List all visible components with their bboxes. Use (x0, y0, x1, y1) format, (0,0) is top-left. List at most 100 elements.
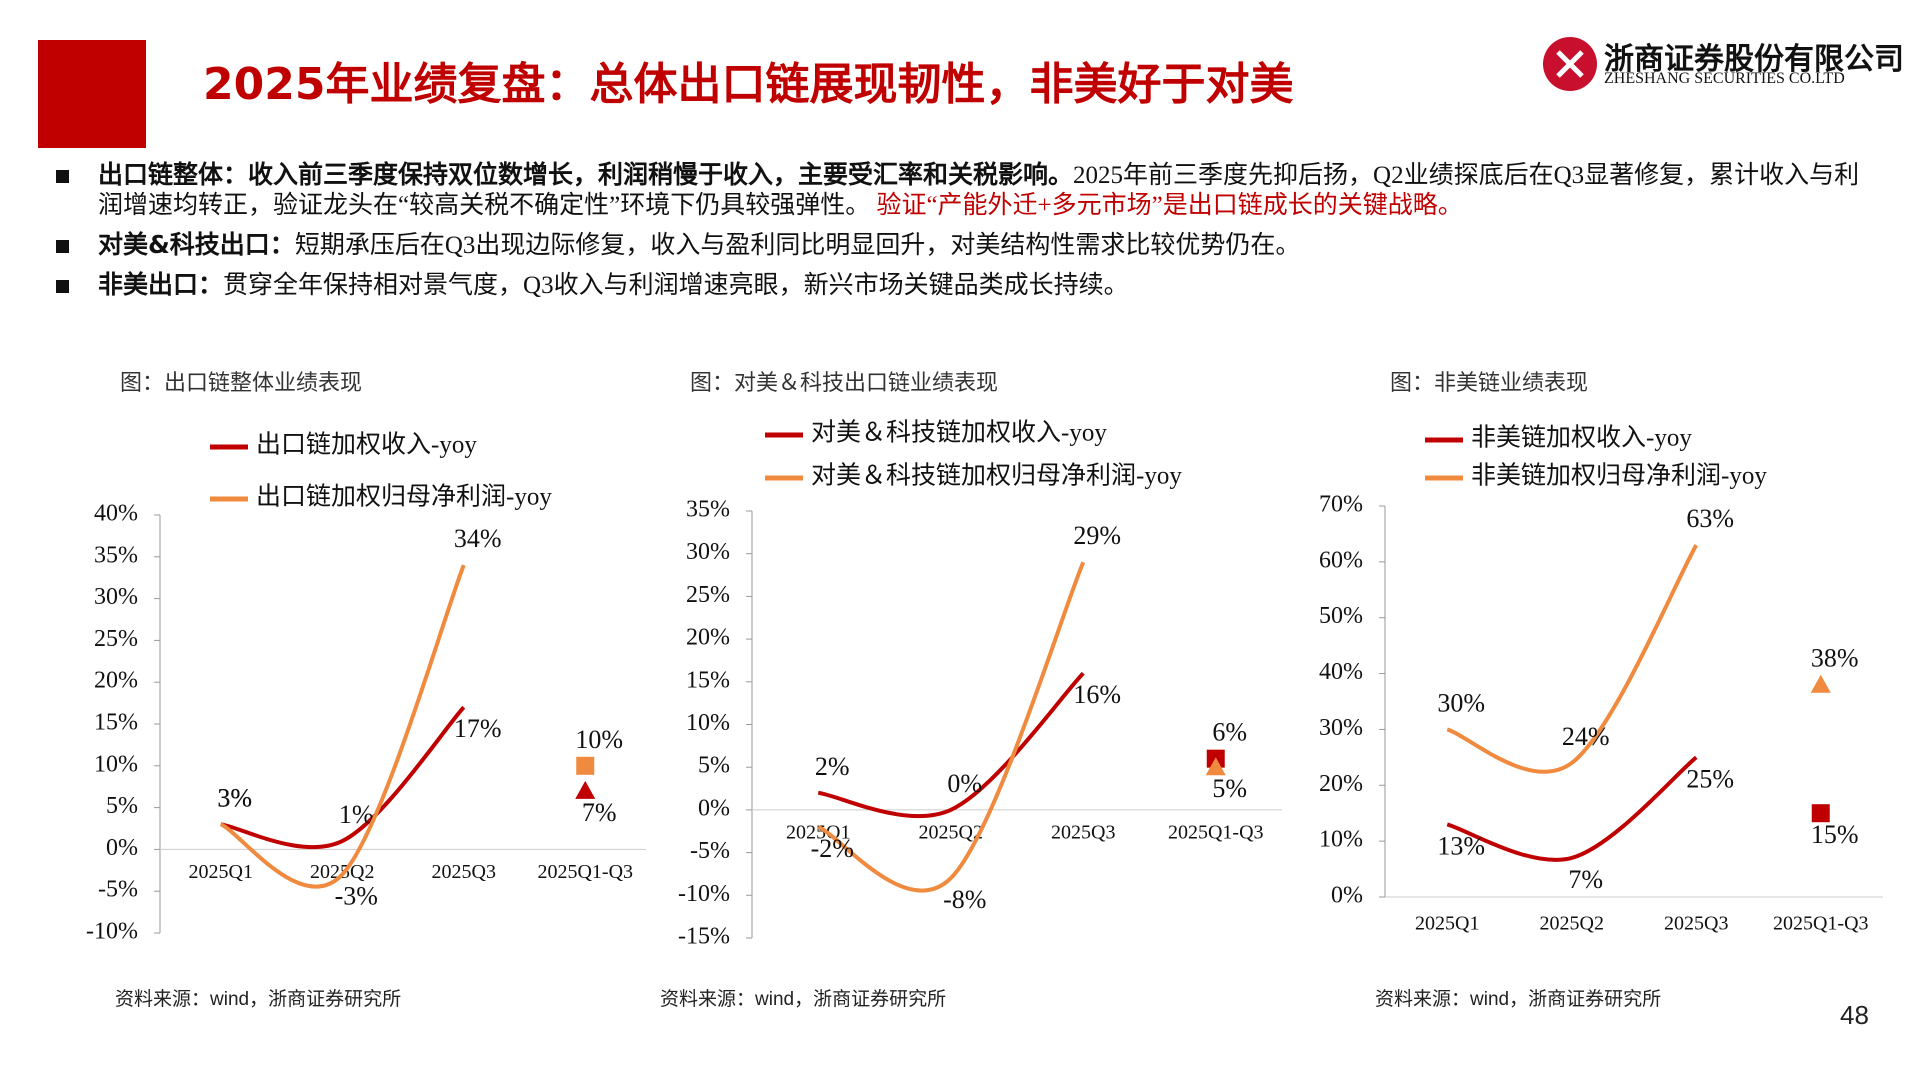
y-tick-label: 25% (686, 582, 730, 608)
y-tick-label: 50% (1319, 603, 1363, 629)
x-tick-label: 2025Q1 (189, 861, 253, 883)
value-label: 15% (1811, 820, 1859, 849)
bullet-lead: 对美&科技出口： (98, 230, 295, 259)
bullet: 出口链整体：收入前三季度保持双位数增长，利润稍慢于收入，主要受汇率和关税影响。2… (52, 160, 1882, 221)
value-label: 63% (1686, 504, 1734, 533)
y-tick-label: 5% (698, 753, 730, 779)
x-tick-label: 2025Q1-Q3 (1773, 913, 1869, 935)
y-tick-label: 15% (686, 667, 730, 693)
bullet-lead: 非美出口： (98, 270, 224, 299)
y-tick-label: 15% (94, 710, 138, 736)
series-line (220, 705, 466, 850)
y-tick-label: -5% (690, 838, 730, 864)
value-label: 3% (217, 783, 252, 812)
series-line (1446, 755, 1698, 862)
source: 资料来源：wind，浙商证券研究所 (1375, 988, 1661, 1010)
y-tick-label: 0% (1331, 883, 1363, 909)
y-tick-label: 10% (94, 751, 138, 777)
y-tick-label: 10% (1319, 827, 1363, 853)
value-label: 13% (1437, 831, 1485, 860)
x-tick-label: 2025Q3 (1051, 821, 1115, 843)
chart-title: 图：非美链业绩表现 (1390, 370, 1588, 395)
bullet-text: 贯穿全年保持相对景气度，Q3收入与利润增速亮眼，新兴市场关键品类成长持续。 (223, 272, 1129, 299)
legend-label: 出口链加权归母净利润-yoy (256, 483, 552, 511)
value-label: 5% (1212, 774, 1247, 803)
marker (1811, 804, 1830, 823)
value-label: 17% (454, 714, 502, 743)
header-block (38, 40, 146, 148)
value-label: -3% (335, 881, 378, 910)
value-label: 0% (947, 769, 982, 798)
bullet-list: 出口链整体：收入前三季度保持双位数增长，利润稍慢于收入，主要受汇率和关税影响。2… (52, 160, 1882, 310)
y-tick-label: 5% (106, 793, 138, 819)
source: 资料来源：wind，浙商证券研究所 (115, 988, 401, 1010)
source: 资料来源：wind，浙商证券研究所 (660, 988, 946, 1010)
value-label: 7% (1568, 865, 1603, 894)
value-label: 7% (582, 798, 617, 827)
series-line (219, 564, 466, 889)
x-tick-label: 2025Q3 (432, 861, 496, 883)
y-tick-label: 20% (1319, 771, 1363, 797)
y-tick-label: 30% (686, 539, 730, 565)
y-tick-label: 35% (94, 542, 138, 568)
legend-label: 非美链加权归母净利润-yoy (1471, 462, 1767, 490)
bullet-text: 短期承压后在Q3出现边际修复，收入与盈利同比明显回升，对美结构性需求比较优势仍在… (294, 232, 1301, 259)
bullet: 对美&科技出口：短期承压后在Q3出现边际修复，收入与盈利同比明显回升，对美结构性… (52, 230, 1882, 261)
x-tick-label: 2025Q1-Q3 (1168, 821, 1264, 843)
y-tick-label: 70% (1319, 492, 1363, 518)
series-line (817, 671, 1085, 819)
bullet-lead: 出口链整体：收入前三季度保持双位数增长，利润稍慢于收入，主要受汇率和关税影响。 (98, 160, 1074, 189)
y-tick-label: -15% (678, 924, 730, 950)
company-cn: 浙商证券股份有限公司 (1604, 42, 1904, 77)
value-label: 1% (339, 800, 374, 829)
y-tick-label: 40% (1319, 659, 1363, 685)
legend-label: 出口链加权收入-yoy (256, 431, 477, 459)
x-tick-label: 2025Q2 (919, 821, 983, 843)
y-tick-label: -10% (86, 919, 138, 945)
value-label: -8% (943, 885, 986, 914)
y-tick-label: 30% (1319, 715, 1363, 741)
marker (1205, 757, 1226, 776)
page-number: 48 (1840, 1000, 1869, 1030)
value-label: 2% (815, 752, 850, 781)
value-label: 24% (1562, 722, 1610, 751)
y-tick-label: 35% (686, 497, 730, 523)
company-en: ZHESHANG SECURITIES CO.LTD (1604, 70, 1845, 87)
x-tick-label: 2025Q1-Q3 (537, 861, 633, 883)
y-tick-label: 60% (1319, 547, 1363, 573)
y-tick-label: -5% (98, 877, 138, 903)
x-tick-label: 2025Q3 (1664, 913, 1728, 935)
legend-label: 对美＆科技链加权收入-yoy (811, 419, 1107, 447)
y-tick-label: 20% (94, 668, 138, 694)
value-label: 10% (575, 725, 623, 754)
x-tick-label: 2025Q2 (1540, 913, 1604, 935)
series-line (817, 561, 1086, 893)
slide-title: 2025年业绩复盘：总体出口链展现韧性，非美好于对美 (203, 59, 1294, 110)
chart-title: 图：对美＆科技出口链业绩表现 (690, 370, 998, 395)
bullet-highlight: 验证“产能外迁+多元市场”是出口链成长的关键战略。 (876, 192, 1463, 219)
y-tick-label: 10% (686, 710, 730, 736)
value-label: 16% (1073, 680, 1121, 709)
y-tick-label: 40% (94, 501, 138, 527)
y-tick-label: 0% (698, 795, 730, 821)
value-label: 34% (454, 524, 502, 553)
series-line (1446, 544, 1698, 774)
marker (576, 756, 595, 775)
value-label: -2% (811, 834, 854, 863)
marker (1810, 674, 1831, 693)
legend-label: 非美链加权收入-yoy (1471, 424, 1692, 452)
bullet: 非美出口：贯穿全年保持相对景气度，Q3收入与利润增速亮眼，新兴市场关键品类成长持… (52, 270, 1882, 301)
y-tick-label: 30% (94, 584, 138, 610)
value-label: 3% (217, 783, 252, 812)
y-tick-label: 20% (686, 625, 730, 651)
y-tick-label: 25% (94, 626, 138, 652)
x-tick-label: 2025Q1 (1415, 913, 1479, 935)
marker (575, 780, 596, 799)
value-label: 30% (1437, 688, 1485, 717)
logo-icon (1543, 37, 1597, 91)
value-label: 29% (1073, 521, 1121, 550)
legend-label: 对美＆科技链加权归母净利润-yoy (811, 462, 1182, 490)
value-label: 38% (1811, 644, 1859, 673)
